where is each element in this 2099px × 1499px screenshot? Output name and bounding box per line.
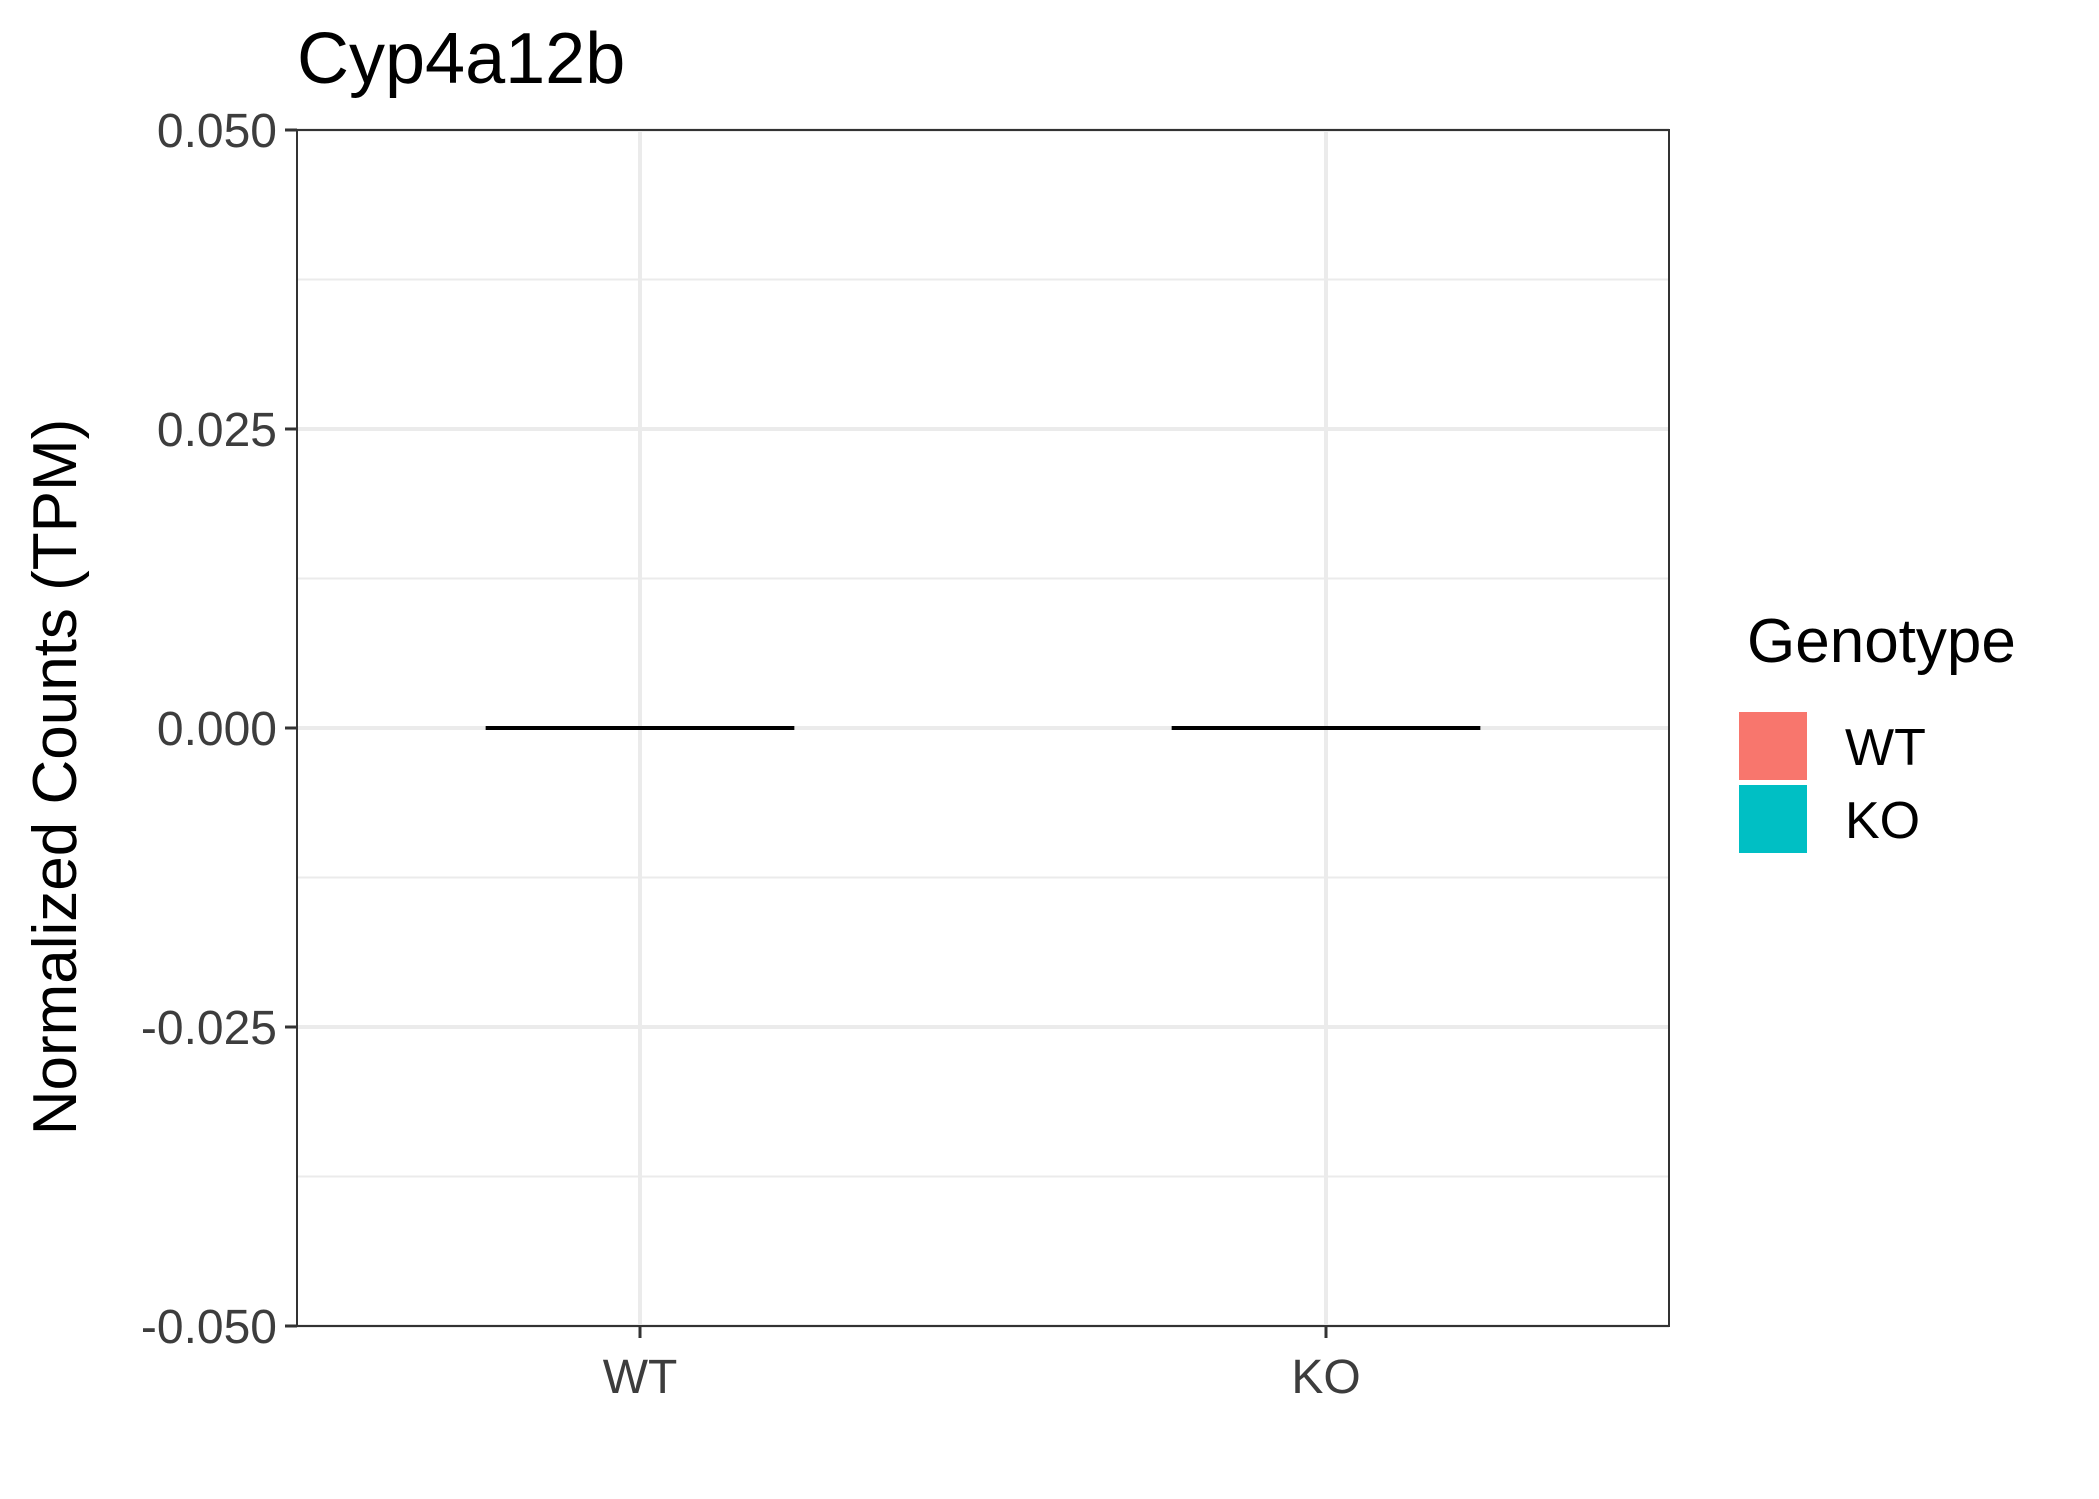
y-axis-label: Normalized Counts (TPM) <box>21 419 90 1136</box>
y-tick-label: -0.050 <box>141 1301 277 1354</box>
x-tick-label: WT <box>603 1351 678 1404</box>
x-tick-label: KO <box>1291 1351 1360 1404</box>
y-axis: -0.050 -0.025 0.000 0.025 0.050 <box>141 105 297 1354</box>
legend: Genotype WT KO <box>1739 607 2016 853</box>
legend-label-ko: KO <box>1845 792 1920 850</box>
minor-gridlines <box>297 278 1669 1178</box>
legend-label-wt: WT <box>1845 719 1926 777</box>
y-tick-label: 0.050 <box>157 105 277 158</box>
y-tick-label: -0.025 <box>141 1002 277 1055</box>
legend-title: Genotype <box>1747 607 2016 676</box>
x-axis: WT KO <box>603 1326 1361 1404</box>
legend-key-wt <box>1739 712 1807 780</box>
legend-entries: WT KO <box>1739 712 1926 853</box>
chart-title: Cyp4a12b <box>297 19 625 99</box>
y-tick-label: 0.000 <box>157 703 277 756</box>
legend-key-ko <box>1739 785 1807 853</box>
y-tick-label: 0.025 <box>157 404 277 457</box>
